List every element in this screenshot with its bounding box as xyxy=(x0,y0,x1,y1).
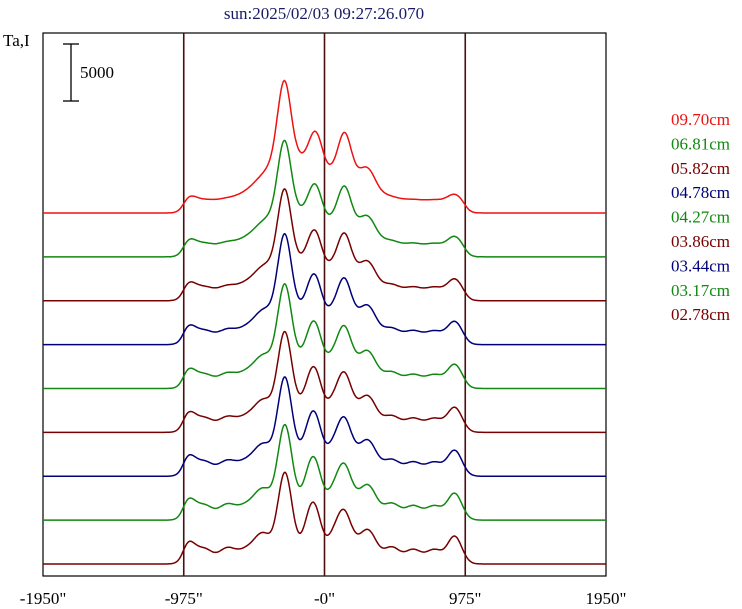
y-axis-label: Ta,I xyxy=(3,31,30,50)
chart-title: sun:2025/02/03 09:27:26.070 xyxy=(224,4,424,23)
series-line-04.78cm xyxy=(43,232,606,346)
x-axis-ticks: -1950" -975" -0" 975" 1950" xyxy=(20,589,627,608)
series-line-06.81cm xyxy=(43,139,606,258)
series-line-03.17cm xyxy=(43,423,606,521)
series-line-09.70cm xyxy=(43,79,606,214)
legend-item: 06.81cm xyxy=(671,134,730,153)
legend-item: 03.44cm xyxy=(671,256,730,275)
legend: 09.70cm 06.81cm 05.82cm 04.78cm 04.27cm 03.86… xyxy=(671,110,730,324)
legend-item: 04.78cm xyxy=(671,183,730,202)
legend-item: 04.27cm xyxy=(671,208,730,227)
legend-item: 05.82cm xyxy=(671,159,730,178)
series-line-05.82cm xyxy=(43,188,606,302)
series-line-03.86cm xyxy=(43,330,606,434)
series-line-04.27cm xyxy=(43,283,606,390)
scale-bar-label: 5000 xyxy=(80,63,114,82)
series-line-02.78cm xyxy=(43,471,606,565)
x-tick-label: -0" xyxy=(314,589,335,608)
vertical-marker-lines xyxy=(182,33,467,576)
x-tick-label: 1950" xyxy=(586,589,627,608)
legend-item: 03.17cm xyxy=(671,281,730,300)
x-tick-label: -1950" xyxy=(20,589,67,608)
series-lines xyxy=(43,79,606,565)
legend-item: 09.70cm xyxy=(671,110,730,129)
legend-item: 03.86cm xyxy=(671,232,730,251)
x-tick-label: -975" xyxy=(165,589,203,608)
x-tick-label: 975" xyxy=(449,589,481,608)
scale-bar: 5000 xyxy=(63,43,114,102)
series-line-03.44cm xyxy=(43,376,606,478)
legend-item: 02.78cm xyxy=(671,305,730,324)
